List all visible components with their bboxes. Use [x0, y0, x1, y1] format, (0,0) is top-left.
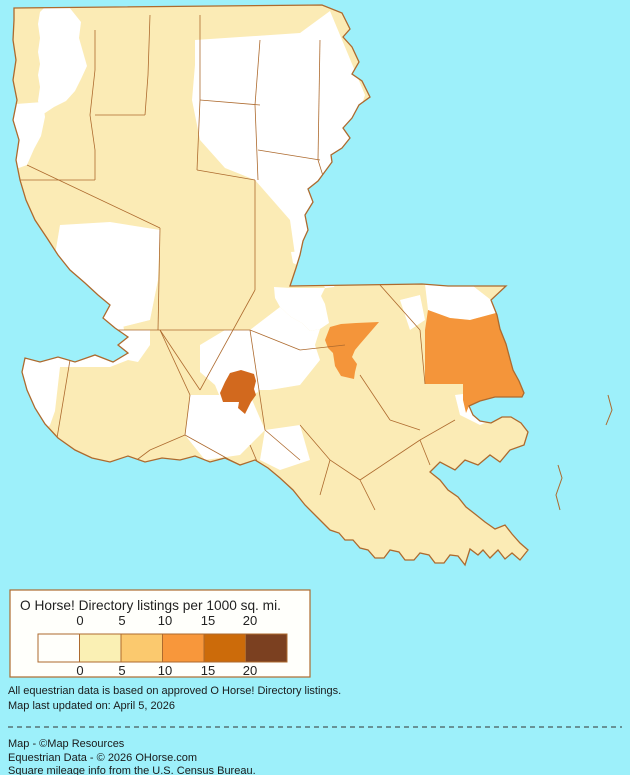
- svg-text:Map last updated on: April 5,: Map last updated on: April 5, 2026: [8, 700, 175, 712]
- svg-text:0: 0: [76, 613, 83, 628]
- svg-text:Equestrian Data - © 2026 OHors: Equestrian Data - © 2026 OHorse.com: [8, 752, 197, 764]
- svg-text:All equestrian data is based o: All equestrian data is based on approved…: [8, 685, 341, 697]
- svg-text:10: 10: [158, 613, 172, 628]
- svg-text:20: 20: [243, 663, 257, 678]
- svg-text:15: 15: [201, 613, 215, 628]
- svg-text:20: 20: [243, 613, 257, 628]
- svg-text:O Horse! Directory listings pe: O Horse! Directory listings per 1000 sq.…: [20, 598, 281, 613]
- svg-text:5: 5: [118, 613, 125, 628]
- svg-text:Map - ©Map Resources: Map - ©Map Resources: [8, 738, 125, 750]
- svg-text:15: 15: [201, 663, 215, 678]
- svg-text:0: 0: [76, 663, 83, 678]
- svg-text:10: 10: [158, 663, 172, 678]
- svg-text:Square mileage info from the U: Square mileage info from the U.S. Census…: [8, 765, 256, 775]
- svg-text:5: 5: [118, 663, 125, 678]
